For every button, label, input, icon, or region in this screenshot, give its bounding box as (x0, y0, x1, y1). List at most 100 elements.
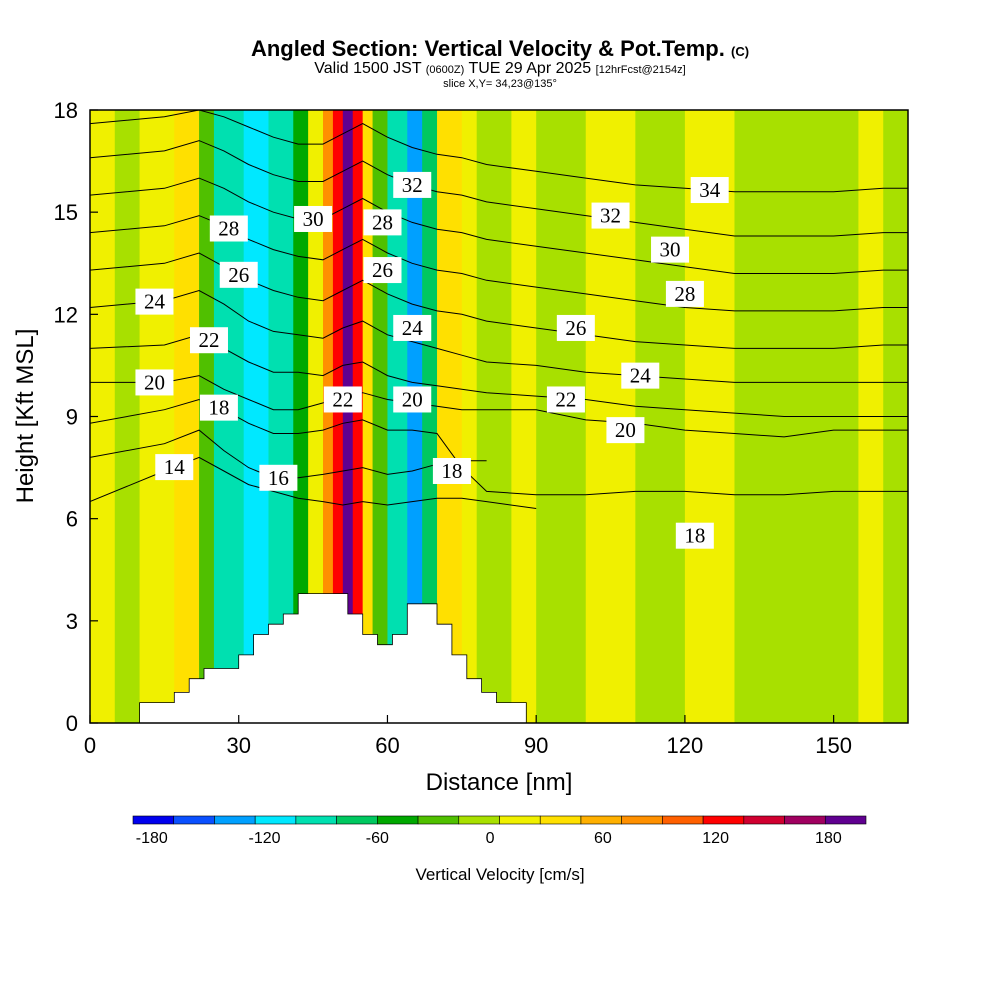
theta-contour-22 (90, 334, 908, 417)
contour-label-17: 22 (546, 386, 585, 413)
contour-label-7: 28 (209, 215, 248, 242)
y-tick-label: 18 (54, 98, 78, 123)
velocity-cell-18 (422, 110, 438, 723)
svg-text:16: 16 (268, 466, 289, 490)
velocity-cell-20 (461, 110, 478, 723)
colorbar-swatch-17 (824, 815, 867, 825)
colorbar-tick-label: -60 (366, 830, 389, 847)
colorbar-swatch-5 (336, 815, 378, 825)
theta-contour-16 (90, 429, 487, 479)
svg-text:20: 20 (402, 387, 423, 411)
contour-label-22: 18 (675, 522, 714, 549)
contour-label-5: 24 (135, 288, 174, 315)
svg-text:22: 22 (332, 387, 353, 411)
terrain (139, 593, 527, 723)
chart-title: Angled Section: Vertical Velocity & Pot.… (0, 36, 1000, 62)
title-unit: (C) (731, 44, 750, 59)
title-text: Angled Section: Vertical Velocity & Pot.… (250, 36, 725, 61)
colorbar-swatch-10 (539, 815, 582, 825)
velocity-cell-26 (684, 110, 735, 723)
contour-label-24: 28 (363, 209, 402, 236)
colorbar-swatch-14 (702, 815, 745, 825)
colorbar-swatch-1 (173, 815, 215, 825)
svg-text:26: 26 (228, 263, 249, 287)
velocity-cell-6 (243, 110, 269, 723)
contour-label-19: 20 (606, 417, 645, 444)
svg-text:30: 30 (303, 207, 324, 231)
colorbar-swatch-8 (458, 815, 500, 825)
x-tick-label: 90 (524, 733, 548, 758)
contour-labels: 14 16 18 20 22 24 26 28 30 32 34 32 30 28 26 24 24 22 22 20… (135, 171, 729, 549)
svg-text:18: 18 (208, 396, 229, 420)
svg-text:22: 22 (198, 328, 219, 352)
velocity-cell-13 (352, 110, 364, 723)
velocity-cell-19 (437, 110, 463, 723)
contour-label-12: 30 (651, 236, 690, 263)
colorbar-swatch-9 (499, 815, 541, 825)
colorbar-ticks: -180 -120 -60 0 60 120 180 (136, 830, 842, 847)
y-axis-label: Height [Kft MSL] (12, 329, 39, 504)
contour-label-18: 22 (323, 386, 362, 413)
svg-text:28: 28 (218, 217, 239, 241)
contour-label-8: 30 (294, 205, 333, 232)
velocity-cell-15 (372, 110, 388, 723)
svg-text:28: 28 (674, 282, 695, 306)
velocity-cell-10 (323, 110, 334, 723)
y-axis: 0 3 6 9 12 15 18 (54, 98, 98, 736)
valid-zulu: (0600Z) (425, 64, 465, 76)
contour-label-23: 26 (363, 257, 402, 284)
velocity-cell-24 (585, 110, 636, 723)
y-tick-label: 15 (54, 200, 78, 225)
colorbar-tick-label: 180 (815, 830, 842, 847)
y-tick-label: 9 (66, 405, 78, 430)
theta-contour-18 (90, 398, 908, 496)
colorbar-swatch-12 (621, 815, 663, 825)
colorbar-tick-label: 120 (702, 830, 729, 847)
svg-text:26: 26 (565, 316, 586, 340)
velocity-cell-14 (362, 110, 374, 723)
y-tick-label: 12 (54, 302, 78, 327)
colorbar-tick-label: -180 (136, 830, 168, 847)
forecast-info: [12hrFcst@2154z] (595, 64, 686, 76)
colorbar-tick-label: 60 (594, 830, 612, 847)
contour-label-14: 26 (556, 314, 595, 341)
contour-label-2: 18 (199, 394, 238, 421)
svg-text:32: 32 (600, 204, 621, 228)
theta-contour-30 (90, 177, 908, 274)
chart-subtitle: Valid 1500 JST (0600Z) TUE 29 Apr 2025 [… (0, 60, 1000, 78)
contour-label-3: 20 (135, 369, 174, 396)
svg-text:26: 26 (372, 258, 393, 282)
svg-text:18: 18 (684, 524, 705, 548)
velocity-cell-22 (511, 110, 537, 723)
svg-text:30: 30 (660, 238, 681, 262)
x-tick-label: 120 (667, 733, 704, 758)
y-tick-label: 6 (66, 507, 78, 532)
svg-text:14: 14 (164, 455, 186, 479)
y-tick-label: 0 (66, 711, 78, 736)
valid-date: TUE 29 Apr 2025 (468, 60, 592, 77)
svg-text:24: 24 (630, 364, 652, 388)
contour-label-21: 18 (432, 457, 471, 484)
svg-text:34: 34 (699, 178, 721, 202)
colorbar-swatch-13 (662, 815, 704, 825)
x-tick-label: 60 (375, 733, 399, 758)
velocity-cell-23 (536, 110, 587, 723)
svg-text:24: 24 (402, 316, 424, 340)
contour-label-13: 28 (665, 280, 704, 307)
terrain-mask (139, 593, 527, 723)
x-tick-label: 0 (84, 733, 96, 758)
contour-label-15: 24 (621, 362, 660, 389)
colorbar-swatch-16 (784, 815, 826, 825)
contour-label-16: 24 (393, 314, 432, 341)
theta-contour-24 (90, 289, 908, 383)
svg-text:18: 18 (441, 459, 462, 483)
colorbar-swatch-15 (743, 815, 785, 825)
svg-text:28: 28 (372, 210, 393, 234)
svg-text:24: 24 (144, 290, 166, 314)
svg-text:20: 20 (144, 370, 165, 394)
contour-label-11: 32 (591, 202, 630, 229)
svg-text:20: 20 (615, 418, 636, 442)
contour-label-1: 16 (259, 464, 298, 491)
x-tick-label: 150 (815, 733, 852, 758)
